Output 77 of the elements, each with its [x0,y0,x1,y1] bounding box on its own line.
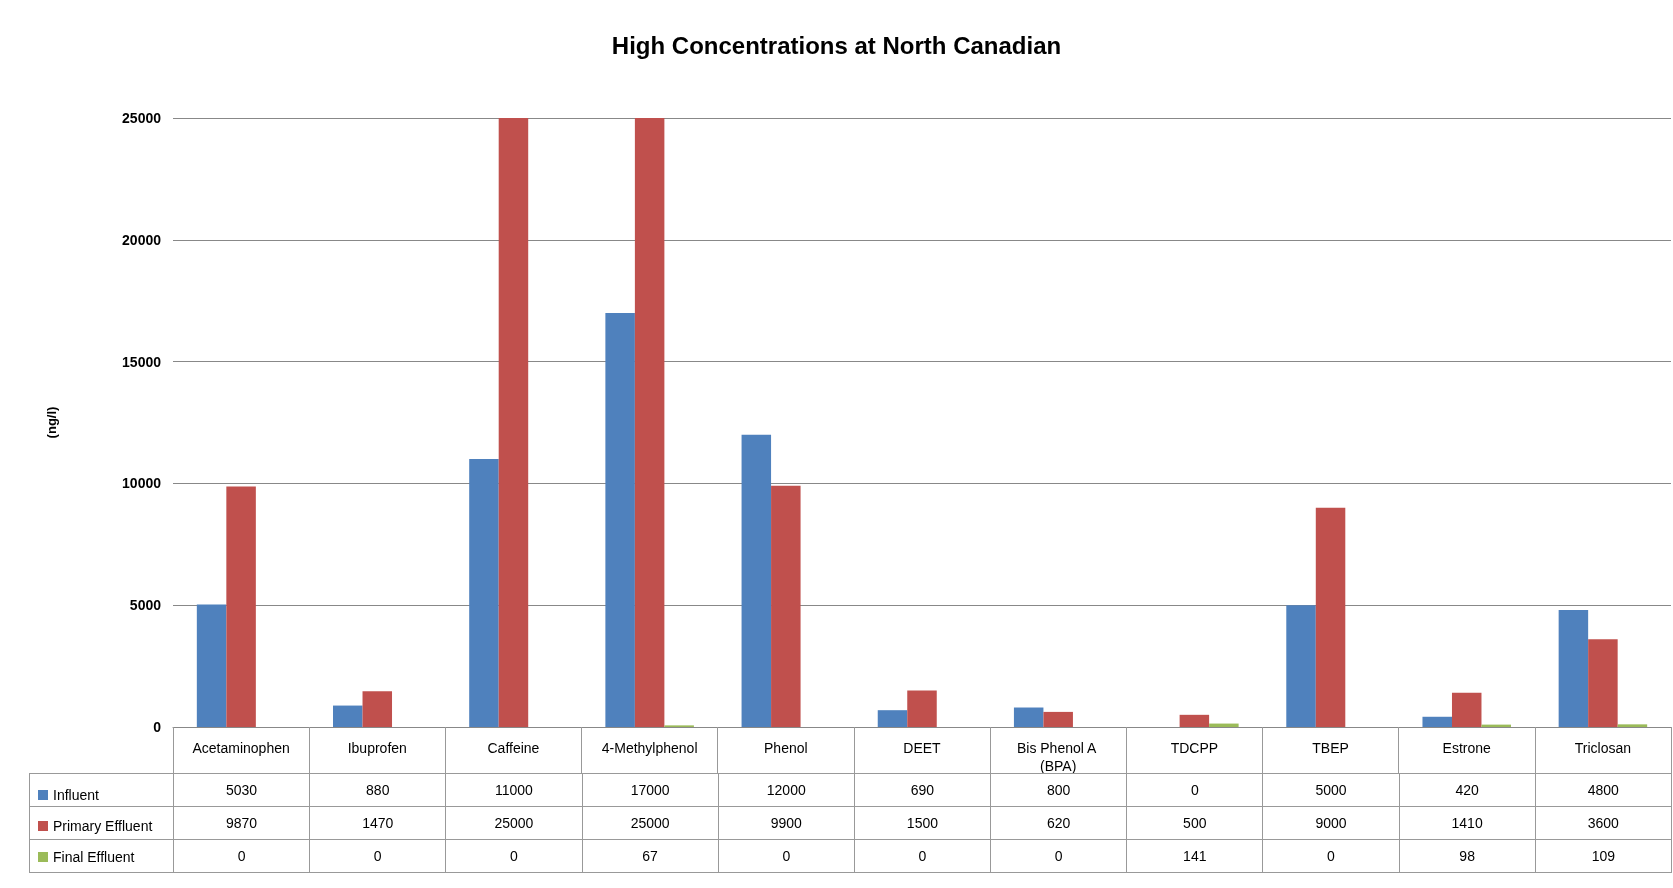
bar [771,485,801,727]
bar [605,312,635,727]
data-label: 1470 [309,806,446,840]
data-label: 0 [445,839,583,873]
bar [196,604,227,727]
y-tick-label: 20000 [122,231,162,248]
data-label: 12000 [718,773,855,807]
bar [634,118,665,727]
bar [1558,610,1589,727]
y-tick-label: 25000 [122,110,162,126]
x-tick-label: Caffeine [487,740,540,756]
x-tick-label: Phenol [764,740,808,756]
y-tick-label: 0 [153,719,162,735]
chart-title: High Concentrations at North Canadian [611,31,1062,59]
x-tick-label: Acetaminophen [192,740,290,756]
legend-label: Final Effluent [53,849,135,865]
data-label: 98 [1399,839,1536,873]
data-label: 25000 [445,806,583,840]
bar [469,459,499,727]
data-label: 1410 [1399,806,1536,840]
data-label: 5000 [1262,773,1400,807]
data-label: 1500 [854,806,991,840]
bar [741,434,772,727]
data-label: 3600 [1535,806,1672,840]
data-label: 17000 [582,773,719,807]
x-tick-label: Estrone [1442,740,1492,756]
bar [1315,507,1346,727]
legend-label: Influent [53,787,100,803]
data-label: 11000 [445,773,583,807]
bar [1422,716,1452,727]
data-label: 141 [1126,839,1263,873]
x-tick-label: Bis Phenol A (BPA) [1016,740,1100,774]
data-label: 5030 [173,773,310,807]
data-label: 880 [309,773,446,807]
y-axis-title: (ng/l) [44,406,59,439]
x-tick-label: TBEP [1312,740,1349,756]
data-label: 690 [854,773,991,807]
y-tick-label: 5000 [129,597,162,614]
data-label: 0 [718,839,855,873]
data-label: 0 [173,839,310,873]
data-label: 0 [854,839,991,873]
bar [1451,692,1482,727]
bar [498,118,529,727]
y-tick-label: 10000 [122,475,162,492]
x-tick-label: Ibuprofen [347,740,407,756]
data-label: 9870 [173,806,310,840]
bar [1179,714,1210,727]
bar [1013,707,1044,727]
data-label: 9900 [718,806,855,840]
bar [877,710,908,727]
data-label: 500 [1126,806,1263,840]
bar [1588,639,1618,727]
data-label: 109 [1535,839,1672,873]
data-label: 0 [990,839,1127,873]
bar [1617,724,1648,727]
y-tick-label: 15000 [122,353,162,370]
x-tick-label: TDCPP [1170,740,1219,756]
data-label: 25000 [582,806,719,840]
data-label: 0 [1126,773,1263,807]
data-label: 0 [309,839,446,873]
bar [1043,711,1073,727]
x-tick-label: 4-Methylphenol [601,740,698,756]
x-tick-label: Triclosan [1574,740,1632,756]
data-label: 4800 [1535,773,1672,807]
bar [226,486,256,727]
data-label: 0 [1262,839,1400,873]
data-label: 620 [990,806,1127,840]
bar [362,691,393,727]
bar [1286,605,1316,727]
legend-label: Primary Effluent [53,818,153,834]
data-label: 9000 [1262,806,1400,840]
bar [333,705,363,727]
x-tick-label: DEET [903,740,942,756]
data-label: 800 [990,773,1127,807]
data-label: 420 [1399,773,1536,807]
bar [907,690,937,727]
data-label: 67 [582,839,719,873]
